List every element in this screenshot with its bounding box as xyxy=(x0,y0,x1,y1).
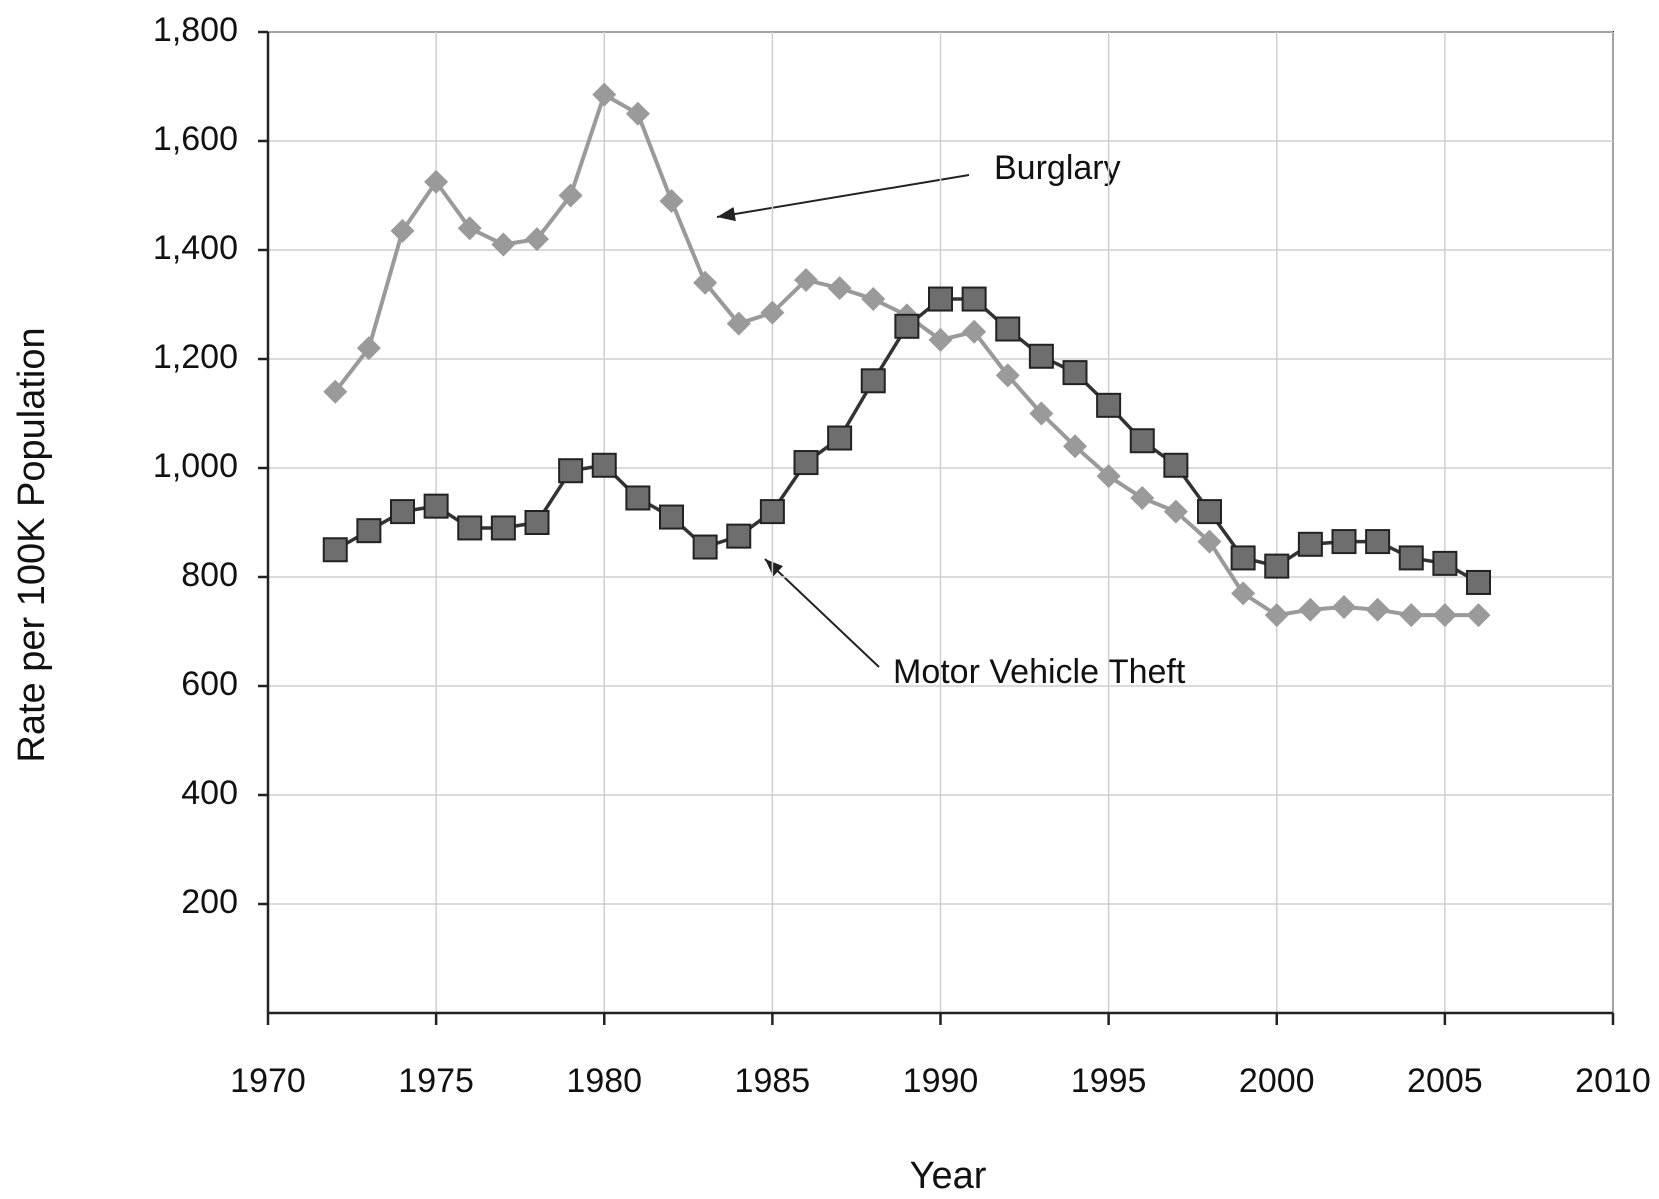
marker xyxy=(558,183,583,208)
marker xyxy=(1197,499,1222,525)
x-tick-label: 1970 xyxy=(230,1062,306,1100)
marker xyxy=(928,286,953,312)
x-tick-label: 1985 xyxy=(735,1062,811,1100)
annotation: Motor Vehicle Theft xyxy=(893,653,1186,691)
marker xyxy=(1231,581,1256,606)
marker xyxy=(827,425,853,451)
marker xyxy=(1298,597,1323,622)
marker xyxy=(692,534,718,560)
y-tick-label: 200 xyxy=(181,883,238,921)
x-tick-label: 1990 xyxy=(903,1062,979,1100)
marker xyxy=(659,504,684,530)
marker xyxy=(592,82,617,107)
y-tick-label: 1,600 xyxy=(153,120,238,158)
marker xyxy=(1264,603,1289,628)
marker xyxy=(1398,545,1424,571)
marker xyxy=(558,458,584,484)
marker xyxy=(1466,603,1491,628)
marker xyxy=(1264,553,1290,579)
marker xyxy=(793,450,819,476)
marker xyxy=(995,316,1021,342)
x-tick-label: 2010 xyxy=(1575,1062,1651,1100)
y-tick-label: 1,400 xyxy=(153,229,238,267)
x-tick-label: 1980 xyxy=(566,1062,642,1100)
marker xyxy=(861,287,886,312)
marker xyxy=(625,485,651,511)
marker xyxy=(1130,485,1155,510)
y-tick-label: 1,800 xyxy=(153,11,238,49)
marker xyxy=(1365,597,1390,622)
marker xyxy=(390,499,415,525)
y-tick-label: 1,000 xyxy=(153,447,238,485)
marker xyxy=(1197,529,1222,554)
marker xyxy=(928,327,953,352)
x-tick-label: 2005 xyxy=(1407,1062,1483,1100)
marker xyxy=(726,523,752,549)
marker xyxy=(962,319,987,344)
marker xyxy=(860,368,886,394)
marker xyxy=(961,286,987,312)
marker xyxy=(356,336,381,361)
marker xyxy=(1063,434,1087,459)
marker xyxy=(659,188,684,213)
y-axis-label: Rate per 100K Population xyxy=(11,327,53,762)
marker xyxy=(490,515,516,541)
marker xyxy=(759,499,785,525)
marker xyxy=(1163,499,1188,524)
marker xyxy=(424,169,449,194)
annotation: Burglary xyxy=(994,149,1121,187)
marker xyxy=(995,363,1020,388)
marker xyxy=(693,270,718,295)
marker xyxy=(524,510,550,535)
marker xyxy=(1129,428,1155,454)
annotation-arrow xyxy=(764,558,880,668)
marker xyxy=(423,493,449,519)
marker xyxy=(457,216,482,241)
marker xyxy=(323,379,348,404)
marker xyxy=(1163,452,1189,478)
marker xyxy=(1029,401,1054,426)
marker xyxy=(726,311,751,336)
marker xyxy=(1230,545,1256,571)
marker xyxy=(1062,360,1088,386)
marker xyxy=(356,518,382,544)
x-tick-label: 2000 xyxy=(1239,1062,1315,1100)
marker xyxy=(625,101,650,126)
marker xyxy=(760,300,785,325)
x-axis-label: Year xyxy=(910,1155,987,1197)
marker xyxy=(1028,343,1054,369)
x-tick-label: 1975 xyxy=(398,1062,474,1100)
marker xyxy=(1466,569,1491,595)
marker xyxy=(525,227,549,252)
marker xyxy=(1365,529,1391,555)
marker xyxy=(322,537,348,563)
marker xyxy=(1096,464,1121,489)
marker xyxy=(457,515,483,541)
marker xyxy=(827,276,852,301)
marker xyxy=(1432,550,1458,576)
marker xyxy=(1432,603,1457,628)
marker xyxy=(1332,594,1356,619)
marker xyxy=(1297,531,1323,557)
y-tick-label: 800 xyxy=(181,556,238,594)
y-tick-label: 1,200 xyxy=(153,338,238,376)
marker xyxy=(390,218,415,243)
marker xyxy=(1096,392,1122,418)
marker xyxy=(894,313,920,339)
marker xyxy=(794,267,818,292)
annotation-arrow xyxy=(716,174,970,222)
marker xyxy=(1399,603,1424,628)
marker xyxy=(491,232,516,257)
y-tick-label: 600 xyxy=(181,665,238,703)
x-tick-label: 1995 xyxy=(1071,1062,1147,1100)
marker xyxy=(1331,529,1357,555)
y-tick-label: 400 xyxy=(181,774,238,812)
marker xyxy=(591,452,617,478)
